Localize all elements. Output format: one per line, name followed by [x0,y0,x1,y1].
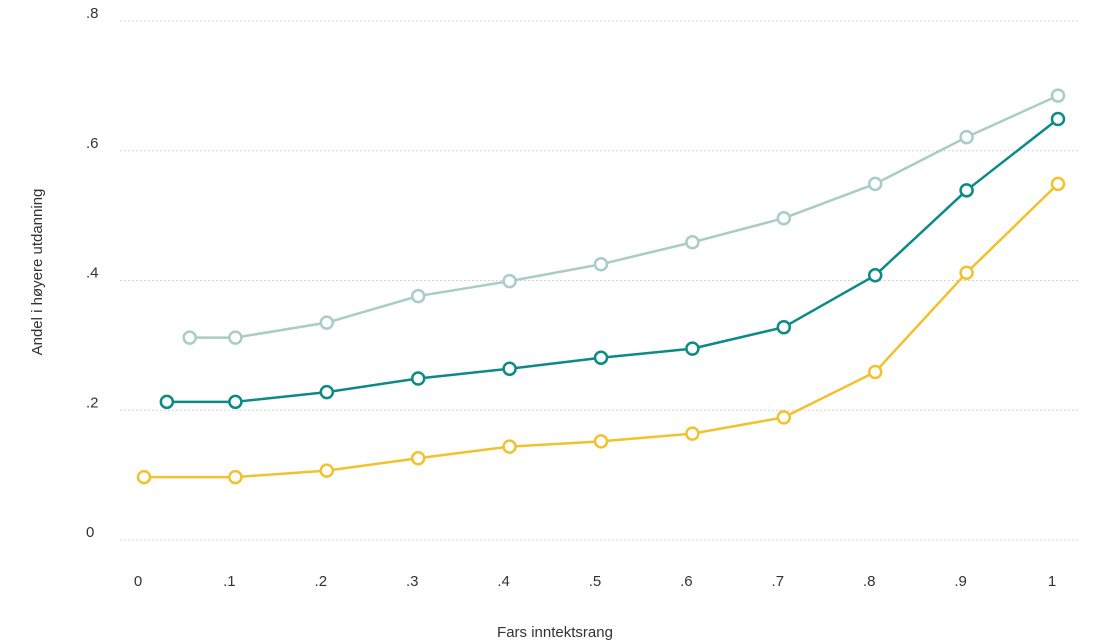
series-line-0 [189,94,1059,339]
data-point [410,371,426,386]
data-point [776,319,792,335]
x-tick-label: .6 [680,573,693,590]
y-tick-label: 0 [86,524,94,541]
y-tick-label: .4 [86,265,99,282]
data-point [1050,88,1066,103]
data-point [228,394,243,410]
series-2 [136,176,1066,485]
y-tick-label: .8 [86,5,99,22]
data-point [228,330,243,345]
x-tick-label: .8 [863,573,876,590]
data-point [228,469,243,485]
data-point [593,350,609,365]
data-point [776,410,792,425]
data-point [685,426,700,441]
data-point [776,210,792,226]
x-tick-label: .5 [589,573,602,590]
data-point [1050,111,1066,127]
y-tick-label: .2 [86,394,99,411]
data-point [410,451,426,466]
y-tick-labels: 0 .2 .4 .6 .8 [86,5,99,541]
series-1 [159,111,1066,410]
data-point [959,265,974,280]
data-point [319,463,335,478]
gridlines [120,20,1078,541]
x-tick-label: .1 [223,573,236,590]
x-tick-label: .7 [772,573,785,590]
data-point [410,288,426,304]
data-point [959,183,974,198]
x-tick-label: .4 [497,573,510,590]
x-tick-label: .3 [406,573,419,590]
x-tick-label: 1 [1048,573,1056,590]
y-tick-label: .6 [86,135,99,152]
data-point [959,129,974,145]
data-point [502,439,517,454]
data-point [1050,176,1066,192]
x-tick-label: 0 [134,573,142,590]
series-0 [182,88,1066,345]
data-point [502,361,517,376]
data-point [136,469,152,485]
data-point [593,434,609,449]
data-point [319,315,335,330]
data-point [867,364,883,380]
x-tick-labels: 0 .1 .2 .3 .4 .5 .6 .7 .8 .9 1 [134,573,1056,590]
x-axis-label: Fars inntektsrang [497,624,613,641]
x-tick-label: .2 [315,573,328,590]
data-point [685,234,700,250]
data-point [867,176,883,192]
series-lines [136,88,1066,485]
data-point [319,384,335,400]
data-point [593,257,609,272]
data-point [867,268,883,283]
x-tick-label: .9 [954,573,967,590]
data-point [182,330,197,345]
data-point [502,273,517,289]
data-point [159,394,175,410]
y-axis-label: Andel i høyere utdanning [29,189,46,356]
data-point [685,341,700,356]
